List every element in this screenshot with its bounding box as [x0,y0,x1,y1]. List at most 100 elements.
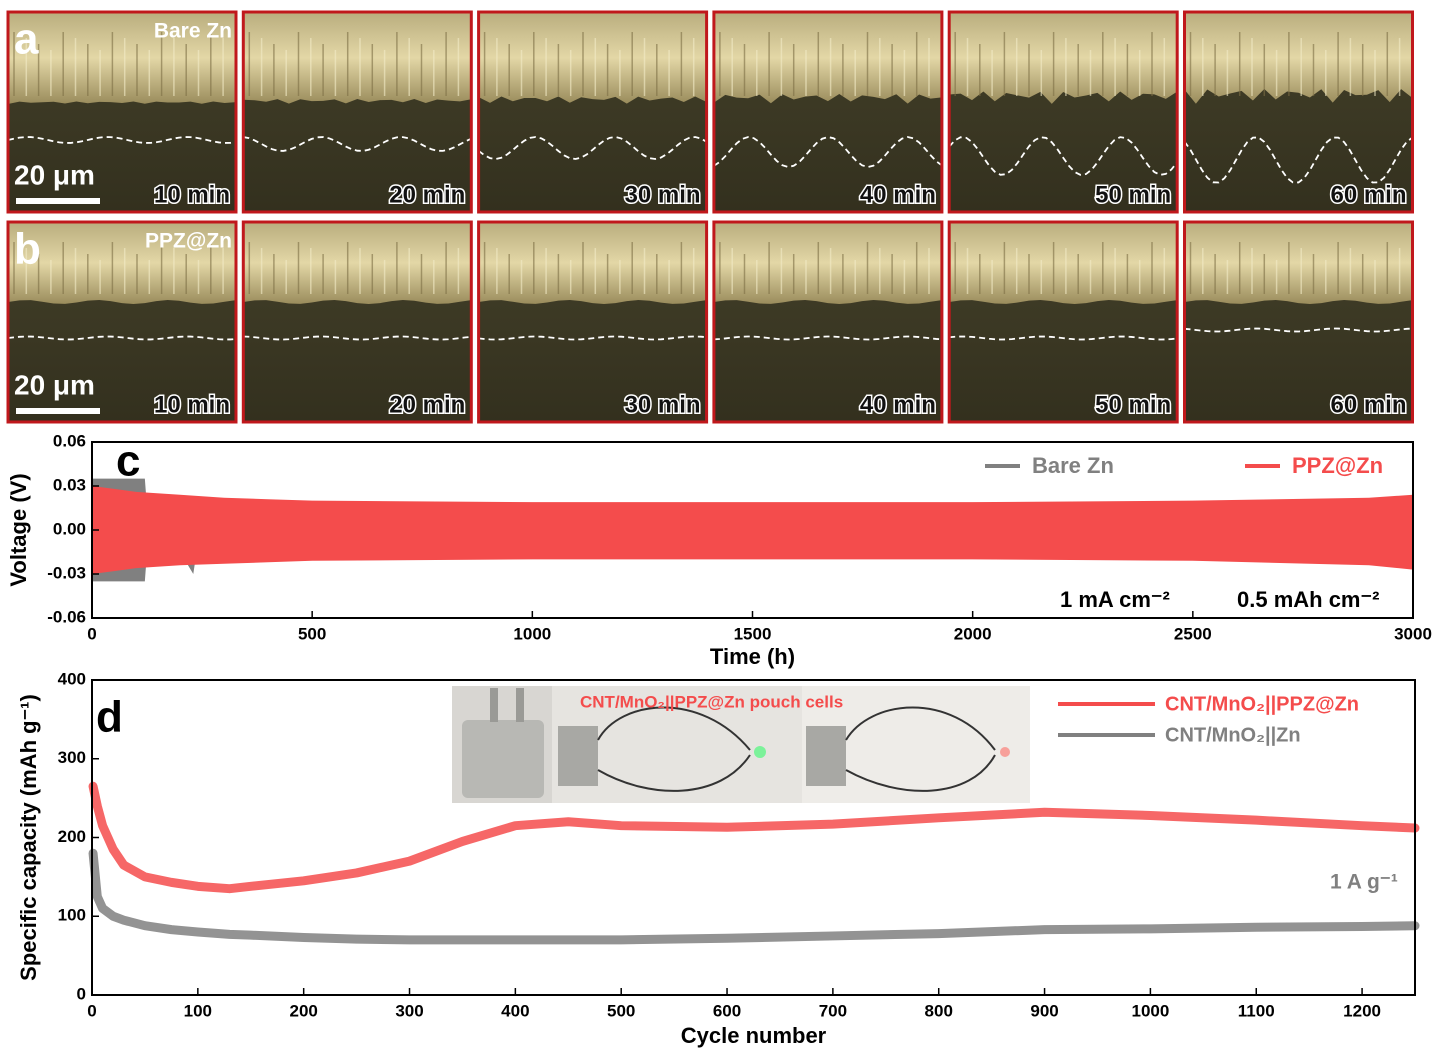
x-tick-label: 1100 [1238,1001,1275,1020]
x-tick-label: 3000 [1394,624,1432,643]
x-tick-label: 1000 [513,624,551,643]
pouch-cell [462,720,544,798]
y-tick-label: 400 [58,669,86,688]
y-tick-label: -0.03 [47,563,86,582]
time-label: 60 min [1330,181,1406,208]
legend-label: CNT/MnO₂||Zn [1165,724,1301,746]
dendrite-front [1183,136,1414,184]
metal-region [478,222,707,304]
metal-region [949,222,1178,304]
time-label: 50 min [1095,181,1171,208]
x-tick-label: 2500 [1174,624,1212,643]
metal-region [1184,12,1413,104]
dendrite-front [7,335,237,341]
x-tick-label: 0 [87,624,96,643]
metal-region [713,222,942,304]
y-tick-label: 0 [77,984,86,1003]
led [1000,747,1010,757]
cell-tab [490,688,498,722]
pouch-cell [558,726,598,786]
micrograph-frame [6,220,238,424]
metal-region [949,12,1178,104]
x-tick-label: 200 [289,1001,317,1020]
annotation: 1 mA cm⁻² [1060,587,1170,612]
time-label: 10 min [154,391,230,418]
cell-tab [516,688,524,722]
x-tick-label: 800 [925,1001,953,1020]
sample-label: Bare Zn [154,20,232,43]
scale-bar-label: 20 μm [14,159,95,190]
x-tick-label: 500 [298,624,326,643]
time-label: 20 min [389,181,465,208]
x-tick-label: 100 [184,1001,212,1020]
inset-caption: CNT/MnO₂||PPZ@Zn pouch cells [580,692,843,711]
micrograph-frame [1183,10,1414,214]
y-tick-label: 0.00 [53,519,86,538]
micrograph-frame [947,10,1179,214]
x-tick-label: 2000 [954,624,992,643]
capacity-line [88,781,1420,894]
y-axis-title: Specific capacity (mAh g⁻¹) [16,694,41,981]
legend-label: CNT/MnO₂||PPZ@Zn [1165,693,1359,715]
dendrite-front [7,136,237,144]
dendrite-front [243,335,472,341]
metal-region [1184,222,1413,304]
y-tick-label: 0.03 [53,475,86,494]
micrograph-frame [6,10,238,214]
micrograph-frame [241,10,473,214]
dendrite-front [1184,327,1413,333]
dendrite-front [949,335,1178,341]
micrograph-frame [712,10,944,214]
dendrite-front [243,136,472,152]
time-label: 30 min [625,181,701,208]
time-label: 10 min [154,181,230,208]
scale-bar [16,198,100,204]
metal-region [8,12,236,104]
x-tick-label: 500 [607,1001,635,1020]
time-label: 40 min [860,391,936,418]
time-label: 60 min [1330,391,1406,418]
x-tick-label: 1000 [1131,1001,1169,1020]
micrograph-frame [477,220,709,424]
legend-label: Bare Zn [1032,453,1114,478]
x-tick-label: 600 [713,1001,741,1020]
x-tick-label: 0 [87,1001,96,1020]
wire [845,706,996,792]
y-axis-title: Voltage (V) [6,473,31,586]
x-tick-label: 300 [395,1001,423,1020]
metal-region [243,12,472,104]
scale-bar-label: 20 μm [14,369,95,400]
x-tick-label: 700 [819,1001,847,1020]
panel-label: c [116,437,140,486]
micrograph-frame [712,220,944,424]
time-label: 50 min [1095,391,1171,418]
x-tick-label: 1500 [734,624,772,643]
x-tick-label: 400 [501,1001,529,1020]
y-tick-label: 0.06 [53,431,86,450]
wire [597,706,751,792]
dendrite-front [478,335,707,341]
time-label: 30 min [625,391,701,418]
x-axis-title: Time (h) [710,644,795,669]
metal-region [243,222,472,304]
dendrite-front [948,136,1178,176]
scale-bar [16,408,100,414]
annotation: 1 A g⁻¹ [1330,871,1398,894]
legend-label: PPZ@Zn [1292,453,1383,478]
x-axis-title: Cycle number [681,1023,827,1048]
x-tick-label: 900 [1030,1001,1058,1020]
dendrite-front [478,136,708,160]
micrograph-frame [241,220,473,424]
metal-region [478,12,707,104]
annotation: 0.5 mAh cm⁻² [1237,587,1379,612]
y-tick-label: 300 [58,748,86,767]
capacity-line [88,848,1420,945]
time-label: 20 min [389,391,465,418]
micrograph-frame [477,10,709,214]
dendrite-front [713,335,942,341]
x-tick-label: 1200 [1343,1001,1381,1020]
voltage-band [92,486,1413,574]
time-label: 40 min [860,181,936,208]
panel-label: b [14,225,41,274]
